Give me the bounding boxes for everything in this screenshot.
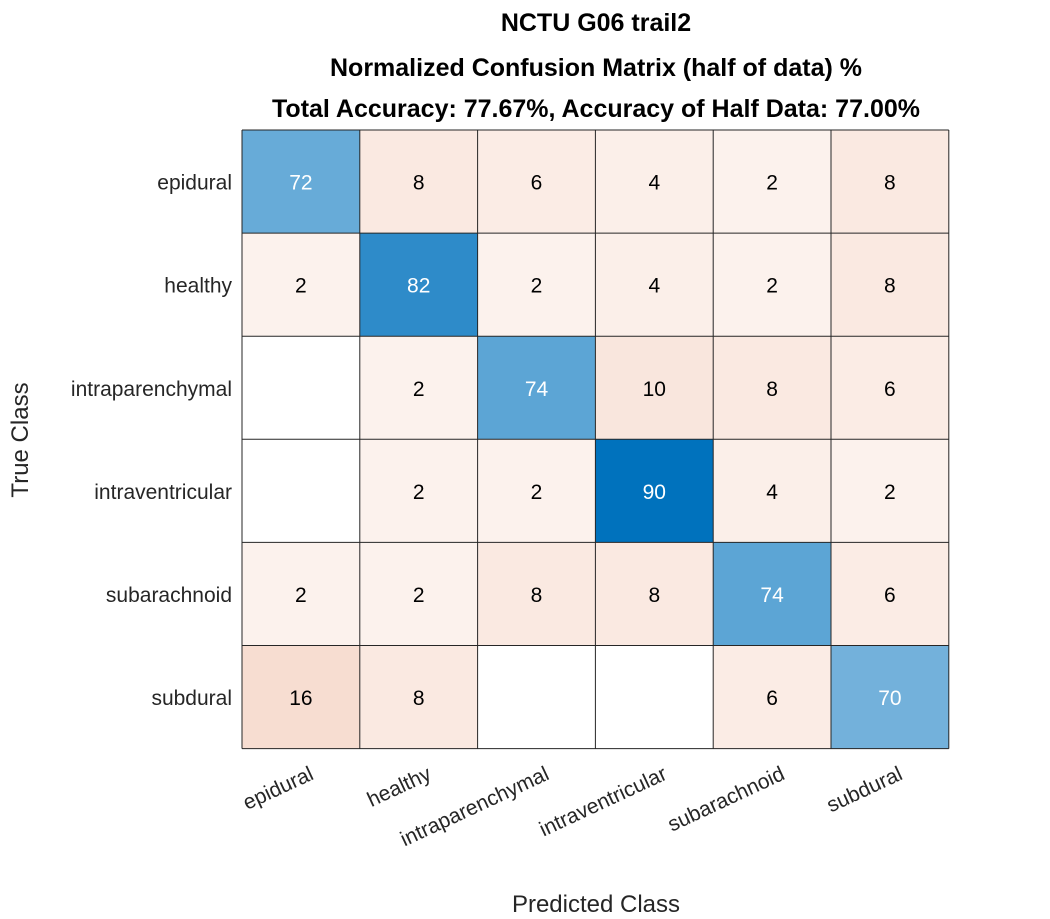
matrix-cell [359,645,478,749]
row-tick-label: intraventricular [94,481,232,504]
cell-value-label: 6 [766,687,778,710]
matrix-cell [831,542,949,646]
column-tick-label: healthy [364,762,436,812]
matrix-cell [477,336,596,440]
cell-value-label: 82 [407,275,430,298]
column-tick-label: epidural [240,762,317,814]
matrix-cell [713,439,831,543]
cell-value-label: 8 [531,584,543,607]
cell-value-label: 90 [643,481,666,504]
x-axis-label: Predicted Class [512,891,680,918]
cell-value-label: 4 [648,275,660,298]
matrix-cell [359,233,478,337]
row-tick-label: intraparenchymal [71,378,232,401]
matrix-cell [595,130,714,234]
matrix-cell [831,233,949,337]
matrix-cell [595,542,714,646]
matrix-cells: 72 8 6 4 2 82 82 2 4 2 82 74 10 8 62 2 90 4 22 2 8 8 74 616 8 6 70 [242,130,949,749]
title-line-1: NCTU G06 trail2 [501,9,691,37]
matrix-cell [595,233,714,337]
cell-value-label: 2 [531,481,543,504]
cell-value-label: 2 [413,378,425,401]
column-tick-label: subdural [823,762,906,817]
column-labels: epidural healthyintraparenchymalintravent… [240,762,906,851]
cell-value-label: 8 [648,584,660,607]
matrix-cell [359,542,478,646]
cell-value-label: 2 [766,172,778,195]
cell-value-label: 2 [295,584,307,607]
cell-value-label: 2 [413,584,425,607]
cell-value-label: 6 [884,378,896,401]
cell-value-label: 8 [766,378,778,401]
title-line-3: Total Accuracy: 77.67%, Accuracy of Half… [272,95,920,123]
matrix-cell [359,439,478,543]
matrix-cell [242,439,360,543]
matrix-cell [242,542,360,646]
cell-value-label: 10 [643,378,666,401]
column-tick-label: subarachnoid [664,762,788,836]
cell-value-label: 8 [413,172,425,195]
cell-value-label: 8 [884,275,896,298]
matrix-cell [359,130,478,234]
cell-value-label: 8 [884,172,896,195]
title-line-2: Normalized Confusion Matrix (half of dat… [330,54,862,82]
cell-value-label: 4 [766,481,778,504]
cell-value-label: 6 [884,584,896,607]
matrix-cell [595,645,714,749]
matrix-cell [831,645,949,749]
cell-value-label: 2 [766,275,778,298]
row-tick-label: healthy [164,275,232,298]
cell-value-label: 16 [289,687,312,710]
matrix-cell [477,439,596,543]
y-axis-label: True Class [7,382,34,497]
matrix-cell [831,439,949,543]
cell-value-label: 8 [413,687,425,710]
column-tick-label: intraventricular [536,762,671,841]
row-tick-label: epidural [157,172,232,195]
matrix-cell [477,233,596,337]
matrix-cell [359,336,478,440]
cell-value-label: 74 [760,584,784,607]
matrix-cell [595,336,714,440]
matrix-cell [713,542,831,646]
cell-value-label: 6 [531,172,543,195]
matrix-cell [477,645,596,749]
chart-title: NCTU G06 trail2 Normalized Confusion Mat… [272,9,920,123]
matrix-grid [241,129,950,750]
row-tick-label: subdural [151,687,232,710]
matrix-cell [713,645,831,749]
cell-value-label: 72 [289,172,312,195]
matrix-cell [713,336,831,440]
matrix-cell [831,130,949,234]
cell-value-label: 2 [531,275,543,298]
matrix-cell [831,336,949,440]
matrix-cell [713,130,831,234]
row-tick-label: subarachnoid [106,584,232,607]
row-labels: epidural healthy intraparenchymal intravent… [71,172,233,710]
matrix-cell [242,130,360,234]
cell-value-label: 4 [648,172,660,195]
matrix-cell [242,645,360,749]
matrix-cell [713,233,831,337]
cell-value-label: 2 [295,275,307,298]
matrix-cell [477,542,596,646]
matrix-cell [242,233,360,337]
matrix-cell [242,336,360,440]
cell-value-label: 74 [525,378,549,401]
cell-value-label: 70 [878,687,901,710]
cell-value-label: 2 [884,481,896,504]
matrix-cell [477,130,596,234]
cell-value-label: 2 [413,481,425,504]
matrix-cell [595,439,714,543]
